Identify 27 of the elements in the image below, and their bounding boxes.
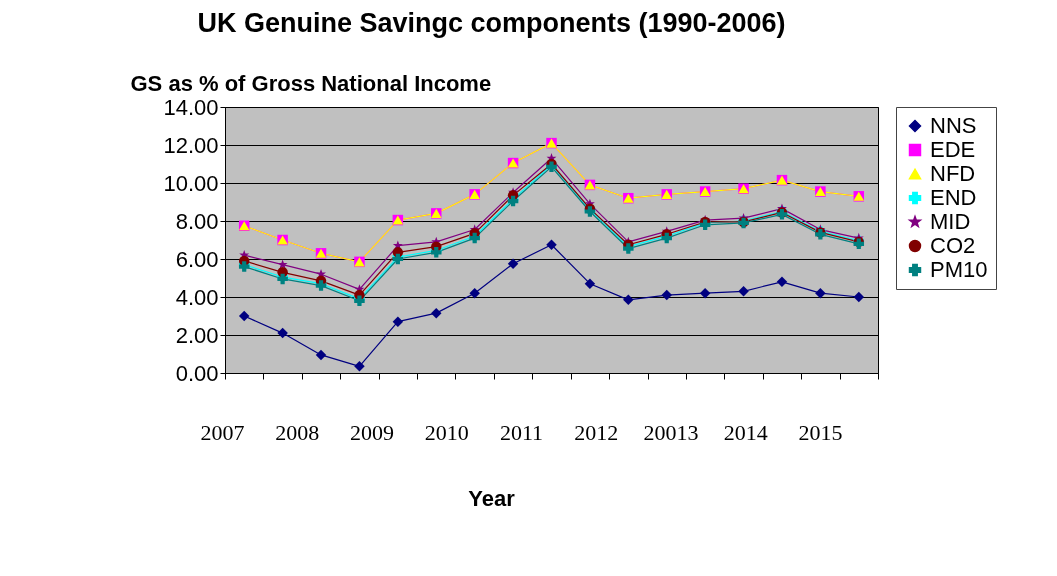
text: 20013: [643, 420, 699, 445]
y-tick-label: 10.00: [163, 170, 219, 196]
y-tick-label: 0.00: [175, 360, 219, 386]
text: 2008: [275, 420, 320, 445]
y-tick-label: 14.00: [163, 94, 219, 120]
y-tick-label: 2.00: [175, 322, 219, 348]
legend-label: PM10: [930, 257, 988, 282]
text: 2011: [499, 420, 544, 445]
y-tick-label: 12.00: [163, 132, 219, 158]
chart-title: UK Genuine Savingc components (1990-2006): [197, 8, 786, 38]
text: 2015: [798, 420, 843, 445]
y-tick-label: 8.00: [175, 208, 219, 234]
legend-label: CO2: [930, 233, 976, 258]
y-tick-label: 6.00: [175, 246, 219, 272]
legend-label: EDE: [930, 137, 976, 162]
x-axis-title: Year: [468, 486, 516, 511]
legend-label: NFD: [930, 161, 976, 186]
legend-label: MID: [930, 209, 971, 234]
text: 2009: [349, 420, 394, 445]
text: 2007: [200, 420, 245, 445]
y-tick-label: 4.00: [175, 284, 219, 310]
legend-label: END: [930, 185, 977, 210]
text: 2014: [723, 420, 768, 445]
text: 2010: [424, 420, 469, 445]
y-axis-title: GS as % of Gross National Income: [130, 70, 492, 96]
text: 2012: [574, 420, 619, 445]
legend-label: NNS: [930, 113, 977, 138]
